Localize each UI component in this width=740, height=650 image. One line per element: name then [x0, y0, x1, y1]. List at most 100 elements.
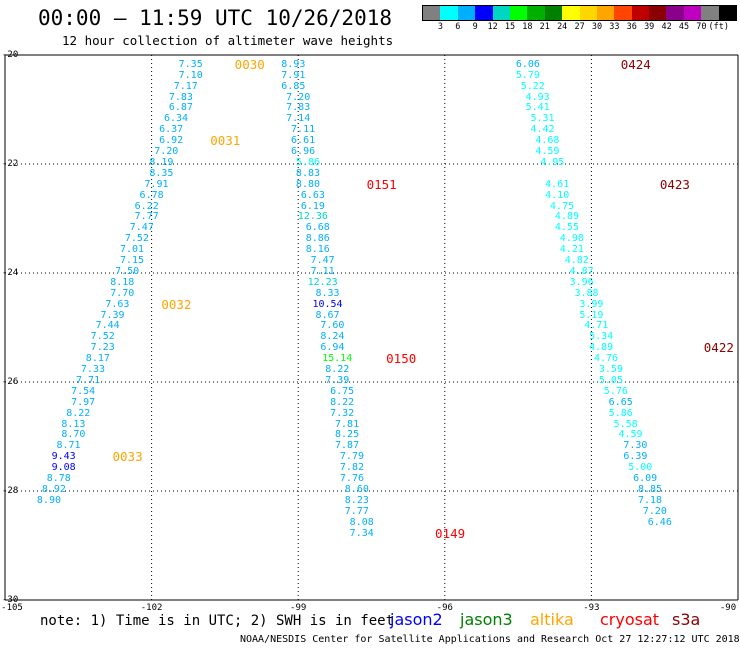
wave-height-value: 5.86 — [608, 407, 633, 419]
wave-height-value: 7.71 — [76, 374, 101, 386]
wave-height-value: 3.59 — [598, 364, 623, 375]
wave-height-value: 5.22 — [520, 80, 545, 92]
wave-height-value: 7.44 — [95, 320, 120, 332]
wave-height-value: 8.13 — [61, 418, 86, 430]
wave-height-value: 7.52 — [90, 331, 115, 343]
wave-height-value: 7.83 — [286, 102, 311, 114]
wave-height-value: 8.25 — [335, 429, 360, 441]
wave-height-value: 15.14 — [322, 353, 353, 365]
wave-height-value: 8.22 — [66, 407, 91, 419]
wave-height-value: 7.81 — [335, 418, 360, 430]
wave-height-value: 7.70 — [110, 287, 135, 299]
wave-height-value: 8.16 — [305, 244, 330, 256]
wave-height-value: 4.59 — [618, 429, 643, 441]
wave-height-value: 8.92 — [41, 483, 66, 495]
wave-height-value: 6.96 — [291, 146, 316, 157]
wave-height-value: 7.30 — [623, 440, 648, 452]
color-scale-label: 21 — [539, 22, 550, 32]
wave-height-value: 5.19 — [579, 309, 604, 321]
wave-height-value: 8.83 — [295, 167, 321, 179]
y-tick-label: -30 — [2, 595, 19, 605]
wave-height-value: 6.87 — [168, 102, 193, 114]
wave-height-value: 3.99 — [579, 298, 604, 310]
wave-height-value: 7.60 — [320, 320, 345, 332]
pass-time-label: 0149 — [435, 525, 466, 541]
wave-height-value: 6.46 — [647, 516, 672, 528]
wave-height-value: 7.77 — [134, 211, 159, 223]
pass-time-label: 0423 — [659, 176, 690, 192]
pass-time-label: 0422 — [703, 340, 734, 356]
wave-height-value: 8.90 — [36, 494, 62, 506]
wave-height-value: 4.87 — [569, 265, 594, 277]
wave-height-value: 4.10 — [545, 189, 570, 201]
color-swatch-3 — [475, 6, 493, 20]
wave-height-value: 7.82 — [339, 462, 364, 474]
wave-height-value: 7.20 — [642, 505, 667, 517]
color-swatch-14 — [666, 6, 684, 20]
x-tick-label: -90 — [719, 603, 737, 613]
wave-height-value: 7.20 — [154, 146, 179, 157]
pass-time-label: 0150 — [386, 351, 417, 367]
wave-height-value: 7.91 — [281, 69, 306, 81]
wave-height-value: 7.39 — [325, 374, 350, 386]
wave-height-value: 8.22 — [325, 364, 350, 375]
wave-height-value: 8.67 — [315, 309, 340, 321]
color-scale-label: 30 — [591, 22, 603, 32]
color-swatch-0 — [423, 6, 441, 20]
color-swatch-16 — [701, 6, 719, 20]
wave-height-value: 4.82 — [564, 255, 589, 266]
legend-jason3: jason3 — [460, 610, 513, 629]
legend-jason2: jason2 — [390, 610, 443, 629]
wave-height-value: 12.23 — [307, 276, 338, 288]
pass-time-label: 0032 — [161, 296, 192, 312]
wave-height-value: 7.63 — [105, 298, 130, 310]
wave-height-value: 7.54 — [71, 385, 96, 397]
wave-height-value: 4.98 — [559, 233, 584, 245]
pass-time-label: 0151 — [366, 176, 397, 192]
wave-height-value: 7.79 — [339, 451, 364, 463]
wave-height-value: 8.24 — [320, 331, 345, 343]
wave-height-value: 7.83 — [168, 91, 193, 103]
x-tick-label: -99 — [290, 603, 307, 613]
wave-height-value: 8.85 — [637, 483, 663, 495]
wave-height-value: 8.08 — [349, 516, 374, 528]
wave-height-value: 7.34 — [349, 527, 374, 539]
wave-height-value: 4.21 — [559, 244, 584, 256]
wave-height-value: 5.05 — [598, 374, 623, 386]
wave-height-value: 7.39 — [100, 309, 125, 321]
color-scale-label: 45 — [678, 22, 690, 32]
wave-height-value: 6.22 — [134, 200, 159, 212]
wave-height-value: 5.34 — [589, 331, 614, 343]
wave-height-value: 4.68 — [535, 135, 560, 147]
color-swatch-10 — [596, 6, 615, 20]
page-subtitle: 12 hour collection of altimeter wave hei… — [62, 33, 394, 48]
wave-height-value: 4.89 — [589, 342, 614, 354]
wave-height-value: 6.85 — [281, 80, 306, 92]
color-swatch-9 — [579, 6, 597, 20]
wave-height-value: 8.33 — [315, 287, 340, 299]
wave-height-value: 6.06 — [515, 58, 540, 70]
color-swatch-1 — [440, 6, 458, 20]
wave-height-value: 4.75 — [550, 200, 575, 212]
color-swatch-6 — [527, 6, 545, 20]
wave-height-value: 8.93 — [281, 58, 306, 70]
wave-height-value: 7.47 — [129, 222, 154, 234]
color-scale-labels: 3 6 9 12 15 18 21 24 27 30 33 36 39 42 45 70 (ft) — [422, 22, 740, 34]
wave-height-value: 7.01 — [120, 244, 145, 256]
color-scale-label: 15 — [504, 22, 516, 32]
x-tick-label: -105 — [1, 603, 23, 613]
wave-height-value: 6.61 — [291, 135, 316, 147]
wave-height-value: 4.61 — [545, 178, 570, 190]
wave-height-value: 10.54 — [312, 298, 343, 310]
wave-height-value: 7.17 — [173, 80, 198, 92]
y-tick-label: -24 — [2, 268, 19, 278]
wave-height-value: 5.76 — [603, 385, 628, 397]
wave-height-value: 4.93 — [525, 91, 550, 103]
pass-time-label: 0031 — [210, 133, 241, 149]
wave-height-value: 8.70 — [61, 429, 86, 441]
wave-height-value: 6.39 — [623, 451, 648, 463]
wave-height-value: 5.31 — [530, 113, 555, 125]
wave-height-value: 4.95 — [540, 156, 565, 168]
color-scale-label: 33 — [609, 22, 620, 32]
color-scale-label: 6 — [455, 22, 461, 32]
